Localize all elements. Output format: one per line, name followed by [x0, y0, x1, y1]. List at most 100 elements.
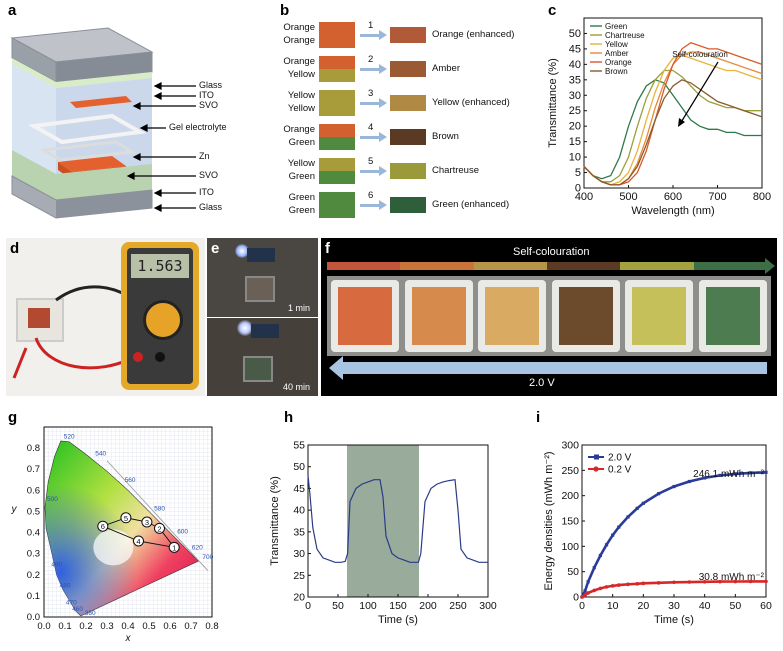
y-tick-label: 30	[569, 90, 581, 102]
layer-label-glass-bottom: Glass	[199, 202, 223, 212]
time-label-1min: 1 min	[287, 303, 310, 313]
voltage-label: 2.0 V	[529, 377, 555, 389]
x-tick-label: 0.3	[100, 621, 113, 632]
meter-dial	[143, 300, 183, 340]
y-tick-label: 50	[293, 461, 305, 473]
arrow-head	[379, 132, 387, 142]
data-marker	[672, 484, 676, 489]
device-tile	[625, 280, 694, 352]
bottom-electrode-name: Yellow	[287, 69, 315, 80]
chromaticity-point	[120, 512, 132, 524]
point-label: 2	[157, 524, 161, 533]
data-marker	[687, 479, 691, 484]
bottom-electrode-name: Green	[288, 171, 315, 182]
series-line-yellow	[583, 54, 763, 186]
data-marker	[626, 515, 630, 519]
data-marker	[583, 593, 587, 597]
data-marker	[718, 473, 722, 477]
x-tick-label: 0.8	[205, 621, 218, 632]
data-marker	[672, 580, 676, 585]
panel-b: b Orange Orange 1 Orange (enhanced) Orange Ye…	[262, 0, 537, 230]
devices	[331, 280, 767, 352]
combination-row: Yellow Yellow 3 Yellow (enhanced)	[262, 88, 537, 120]
arrow-segment	[400, 262, 474, 270]
y-tick-label: 0.4	[27, 528, 40, 539]
y-tick-label: 45	[293, 483, 305, 495]
panel-i: i 0 10 20 30 40 50 60 0 50 100 150 200 250 300 Time (s…	[508, 405, 783, 651]
transition-arrow	[138, 540, 175, 548]
x-tick-label: 0.7	[184, 621, 197, 632]
shaded-region	[347, 445, 419, 597]
y-tick-label: 0	[573, 592, 579, 604]
annotation-label: Self-colouration	[672, 50, 728, 59]
arrow	[360, 68, 380, 71]
bottom-swatch	[319, 35, 355, 48]
x-tick-label: 10	[607, 600, 619, 612]
data-marker	[635, 582, 639, 586]
data-marker	[611, 533, 615, 537]
combination-number: 2	[368, 54, 374, 65]
wavelength-label: 540	[95, 451, 106, 458]
arrow	[360, 34, 380, 37]
x-tick-label: 600	[664, 191, 682, 203]
panel-a: a	[0, 0, 260, 230]
layer-label-gel: Gel electrolyte	[169, 122, 227, 132]
result-name: Brown	[432, 131, 459, 142]
data-marker	[617, 525, 621, 529]
bottom-swatch	[319, 69, 355, 82]
bottom-swatch	[319, 103, 355, 116]
layer-label-zn: Zn	[199, 151, 210, 161]
result-name: Orange (enhanced)	[432, 29, 515, 40]
time-label-40min: 40 min	[282, 382, 310, 392]
arrow-segment	[546, 262, 621, 270]
legend-entry: 0.2 V	[608, 465, 632, 476]
data-marker	[604, 585, 609, 589]
top-swatch	[319, 90, 355, 103]
x-tick-label: 800	[753, 191, 771, 203]
annotation-arrow-head	[678, 118, 685, 127]
legend-marker	[593, 466, 599, 472]
x-tick-label: 0.4	[121, 621, 134, 632]
arrow	[360, 102, 380, 105]
y-tick-label: 50	[567, 566, 579, 578]
result-swatch	[390, 61, 426, 77]
data-marker	[641, 581, 646, 586]
x-tick-label: 0.2	[79, 621, 92, 632]
top-swatch	[319, 124, 355, 137]
y-tick-label: 40	[569, 59, 581, 71]
data-marker	[718, 579, 722, 584]
wavelength-label: 700	[202, 554, 213, 561]
y-tick-label: 0.7	[27, 464, 40, 475]
y-tick-label: 35	[293, 526, 305, 538]
data-marker	[617, 583, 621, 587]
device-color	[485, 287, 540, 345]
x-tick-label: 300	[479, 600, 497, 612]
y-tick-label: 300	[561, 440, 579, 452]
legend-entry: Green	[605, 22, 627, 31]
arrow-segment	[327, 262, 401, 270]
series-line-green	[583, 79, 762, 180]
x-axis-label: x	[125, 633, 132, 644]
point-label: 6	[101, 522, 105, 531]
result-name: Amber	[432, 63, 460, 74]
data-marker	[598, 586, 603, 591]
y-tick-label: 45	[569, 43, 581, 55]
result-swatch	[390, 197, 426, 213]
result-swatch	[390, 129, 426, 145]
result-name: Yellow (enhanced)	[432, 97, 510, 108]
x-axis-label: Wavelength (nm)	[631, 205, 714, 217]
arrow-head	[765, 258, 775, 274]
wavelength-label: 460	[72, 606, 83, 613]
top-swatch	[319, 56, 355, 69]
combination-number: 4	[368, 122, 374, 133]
panel-label-c: c	[548, 2, 557, 19]
led-glow	[235, 244, 249, 258]
wavelength-label: 480	[60, 583, 71, 590]
combination-number: 3	[368, 88, 374, 99]
transition-arrow	[102, 525, 139, 542]
y-tick-label: 20	[293, 592, 305, 604]
combination-row: Orange Green 4 Brown	[262, 122, 537, 154]
data-marker	[748, 579, 753, 584]
combination-number: 5	[368, 156, 374, 167]
arrow-head	[379, 98, 387, 108]
